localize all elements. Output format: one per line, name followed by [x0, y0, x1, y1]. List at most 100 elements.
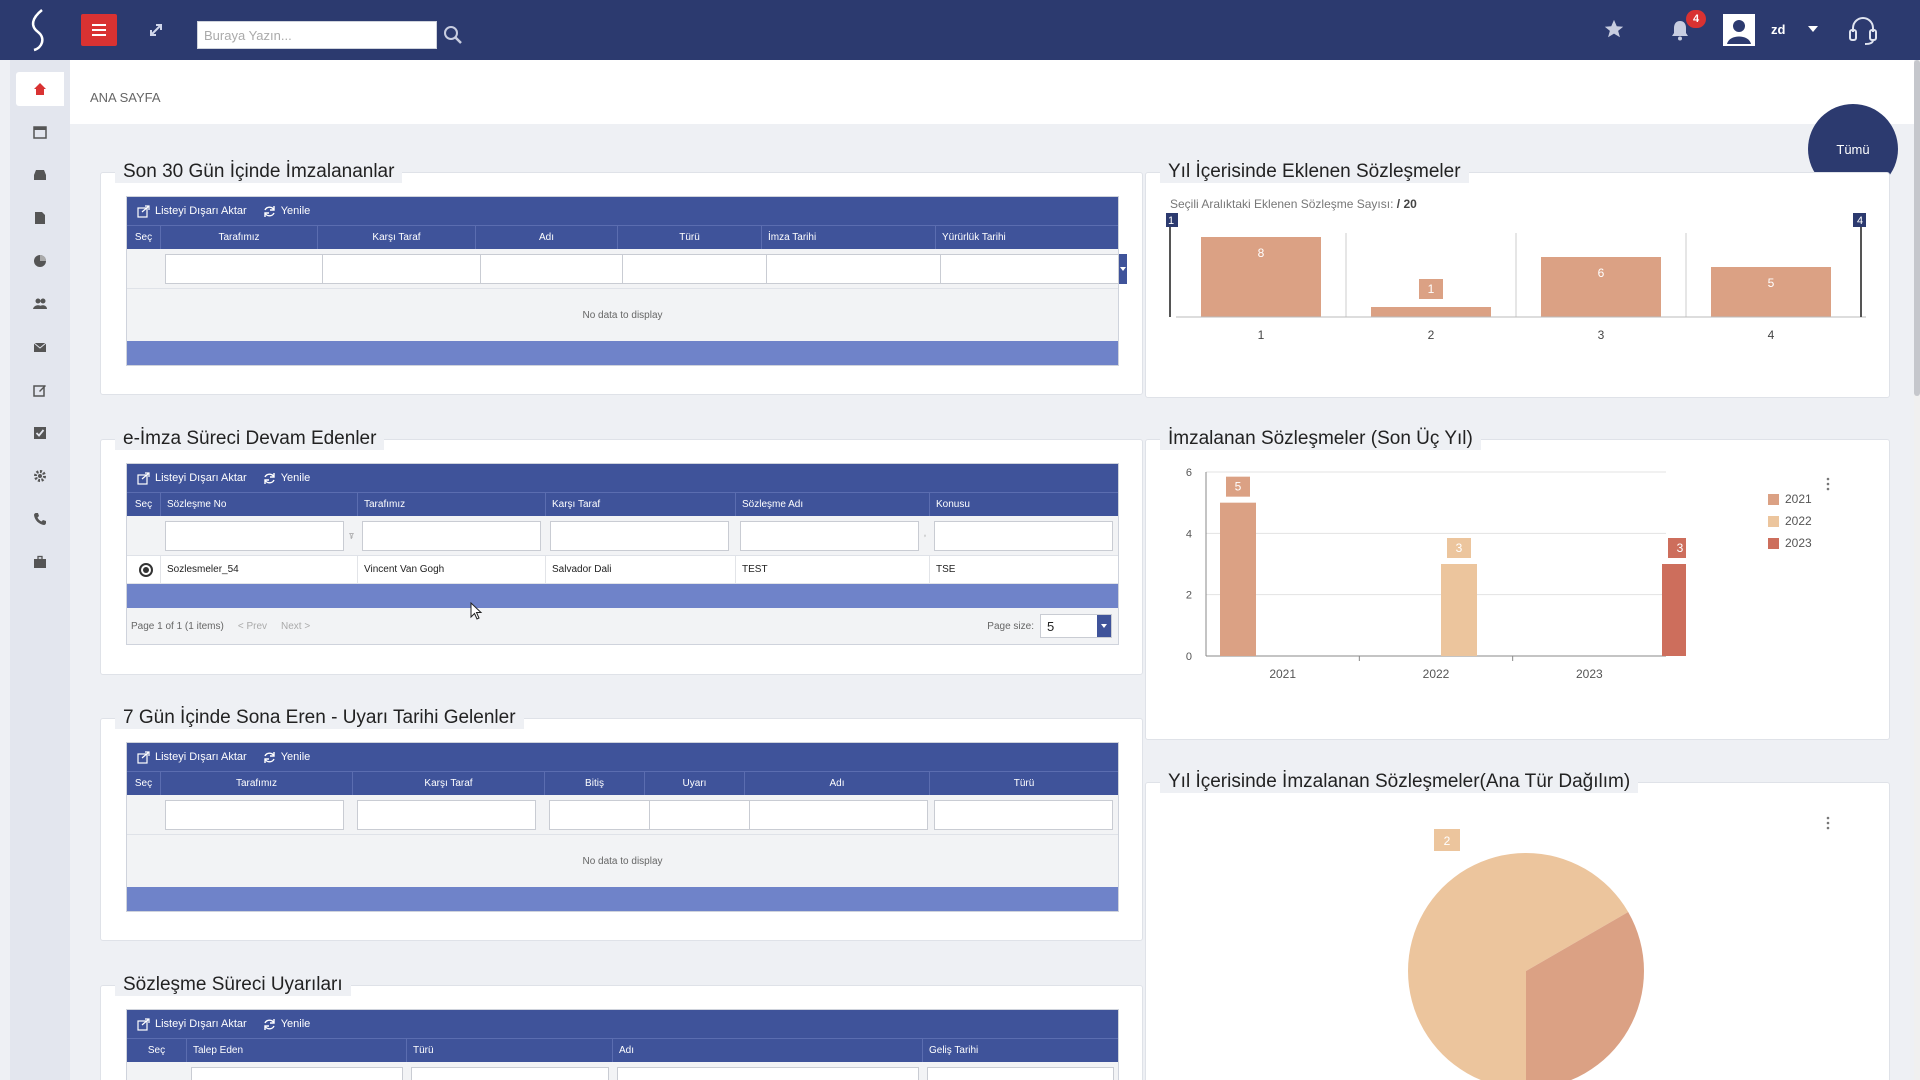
refresh-button[interactable]: Yenile — [263, 205, 310, 218]
sidebar-item-calendar[interactable] — [16, 115, 64, 149]
filter-input[interactable] — [934, 799, 1113, 830]
column-header[interactable]: Uyarı — [645, 772, 745, 795]
column-header[interactable]: İmza Tarihi — [762, 226, 936, 249]
date-filter-input[interactable] — [766, 253, 945, 284]
column-header[interactable]: Türü — [407, 1039, 613, 1062]
logo-icon[interactable] — [22, 8, 56, 52]
column-header[interactable]: Konusu — [936, 499, 970, 510]
filter-input[interactable] — [165, 253, 344, 284]
column-header[interactable]: Adı — [745, 772, 930, 795]
sidebar-item-phone[interactable] — [16, 502, 64, 536]
filter-input[interactable] — [322, 253, 501, 284]
export-button[interactable]: Listeyi Dışarı Aktar — [137, 204, 247, 218]
column-header[interactable]: Talep Eden — [187, 1039, 407, 1062]
column-header[interactable]: Geliş Tarihi — [929, 1045, 979, 1056]
filter-input[interactable] — [357, 799, 536, 830]
pie-slice[interactable] — [1408, 853, 1629, 1080]
column-header[interactable]: Tarafımız — [161, 772, 353, 795]
column-header[interactable]: Adı — [476, 226, 618, 249]
column-header[interactable]: Adı — [613, 1039, 923, 1062]
column-header[interactable]: Seç — [127, 226, 161, 249]
filter-input[interactable] — [934, 520, 1113, 551]
row-select-radio[interactable] — [138, 562, 153, 577]
column-header[interactable]: Sözleşme No — [161, 493, 358, 516]
export-button[interactable]: Listeyi Dışarı Aktar — [137, 750, 247, 764]
headset-icon[interactable] — [1846, 14, 1880, 48]
filter-input[interactable] — [740, 520, 919, 551]
column-header[interactable]: Karşı Taraf — [353, 772, 545, 795]
sidebar-item-home[interactable] — [16, 72, 64, 106]
sidebar-item-documents[interactable] — [16, 201, 64, 235]
prev-page-button[interactable]: < Prev — [237, 620, 268, 632]
scrollbar-thumb[interactable] — [1914, 60, 1920, 396]
filter-input[interactable] — [550, 520, 729, 551]
filter-input[interactable] — [617, 1066, 919, 1080]
avatar[interactable] — [1723, 14, 1755, 46]
filter-input[interactable] — [191, 1066, 403, 1080]
dropdown-button[interactable] — [1097, 615, 1111, 637]
sidebar-item-settings[interactable] — [16, 459, 64, 493]
search-input[interactable] — [197, 21, 437, 49]
menu-toggle-button[interactable] — [81, 14, 117, 46]
range-start-marker[interactable] — [1166, 213, 1178, 227]
pie-slice[interactable] — [1526, 912, 1645, 1080]
fullscreen-icon[interactable] — [145, 19, 167, 41]
export-button[interactable]: Listeyi Dışarı Aktar — [137, 1017, 247, 1031]
legend-item[interactable]: 2021 — [1768, 488, 1812, 510]
column-header[interactable]: Türü — [1013, 778, 1035, 789]
column-header[interactable]: Tarafımız — [358, 493, 546, 516]
sidebar-item-inbox[interactable] — [16, 158, 64, 192]
bar[interactable] — [1441, 564, 1477, 656]
column-header[interactable]: Sözleşme Adı — [736, 493, 930, 516]
sidebar-item-edit[interactable] — [16, 373, 64, 407]
filter-input[interactable] — [411, 1066, 609, 1080]
legend-item[interactable]: 2023 — [1768, 532, 1812, 554]
filter-icon[interactable] — [349, 530, 354, 542]
column-header[interactable]: Karşı Taraf — [546, 493, 736, 516]
table-row[interactable]: Sozlesmeler_54 Vincent Van Gogh Salvador… — [127, 556, 1118, 584]
bar[interactable] — [1371, 307, 1491, 317]
refresh-button[interactable]: Yenile — [263, 751, 310, 764]
more-options-icon[interactable] — [1825, 815, 1831, 831]
sidebar-item-reports[interactable] — [16, 244, 64, 278]
sidebar-item-mail[interactable] — [16, 330, 64, 364]
column-header[interactable]: Seç — [127, 493, 161, 516]
bell-icon[interactable] — [1668, 18, 1692, 42]
search-icon[interactable] — [443, 25, 463, 45]
column-header[interactable]: Karşı Taraf — [318, 226, 476, 249]
bar[interactable] — [1220, 502, 1256, 656]
filter-input[interactable] — [165, 520, 344, 551]
dropdown-button[interactable] — [1119, 253, 1127, 284]
sidebar-item-briefcase[interactable] — [16, 545, 64, 579]
date-filter-input[interactable] — [927, 1066, 1114, 1080]
column-header[interactable]: Tarafımız — [161, 226, 318, 249]
column-header[interactable]: Seç — [127, 772, 161, 795]
filter-input[interactable] — [749, 799, 928, 830]
bar[interactable] — [1541, 257, 1661, 317]
bar[interactable] — [1662, 564, 1686, 656]
bar[interactable] — [1711, 267, 1831, 317]
column-header[interactable]: Türü — [618, 226, 762, 249]
filter-input[interactable] — [362, 520, 541, 551]
chevron-down-icon[interactable] — [1806, 22, 1820, 36]
legend-item[interactable]: 2022 — [1768, 510, 1812, 532]
page-size-select[interactable]: 5 — [1040, 614, 1112, 638]
sidebar-item-users[interactable] — [16, 287, 64, 321]
column-header[interactable]: Bitiş — [545, 772, 645, 795]
refresh-button[interactable]: Yenile — [263, 1018, 310, 1031]
export-button[interactable]: Listeyi Dışarı Aktar — [137, 471, 247, 485]
filter-input[interactable] — [165, 799, 344, 830]
filter-icon[interactable] — [924, 530, 926, 542]
more-options-icon[interactable] — [1825, 476, 1831, 492]
date-filter-input[interactable] — [940, 253, 1119, 284]
next-page-button[interactable]: Next > — [281, 620, 311, 632]
username-label[interactable]: zd — [1771, 22, 1786, 37]
range-end-marker[interactable] — [1853, 213, 1866, 227]
column-header[interactable]: Yürürlük Tarihi — [942, 232, 1006, 243]
refresh-button[interactable]: Yenile — [263, 472, 310, 485]
scrollbar-track[interactable] — [1914, 60, 1920, 1080]
sidebar-item-tasks[interactable] — [16, 416, 64, 450]
column-header[interactable]: Seç — [127, 1039, 187, 1062]
star-icon[interactable] — [1603, 18, 1625, 40]
bar[interactable] — [1201, 237, 1321, 317]
